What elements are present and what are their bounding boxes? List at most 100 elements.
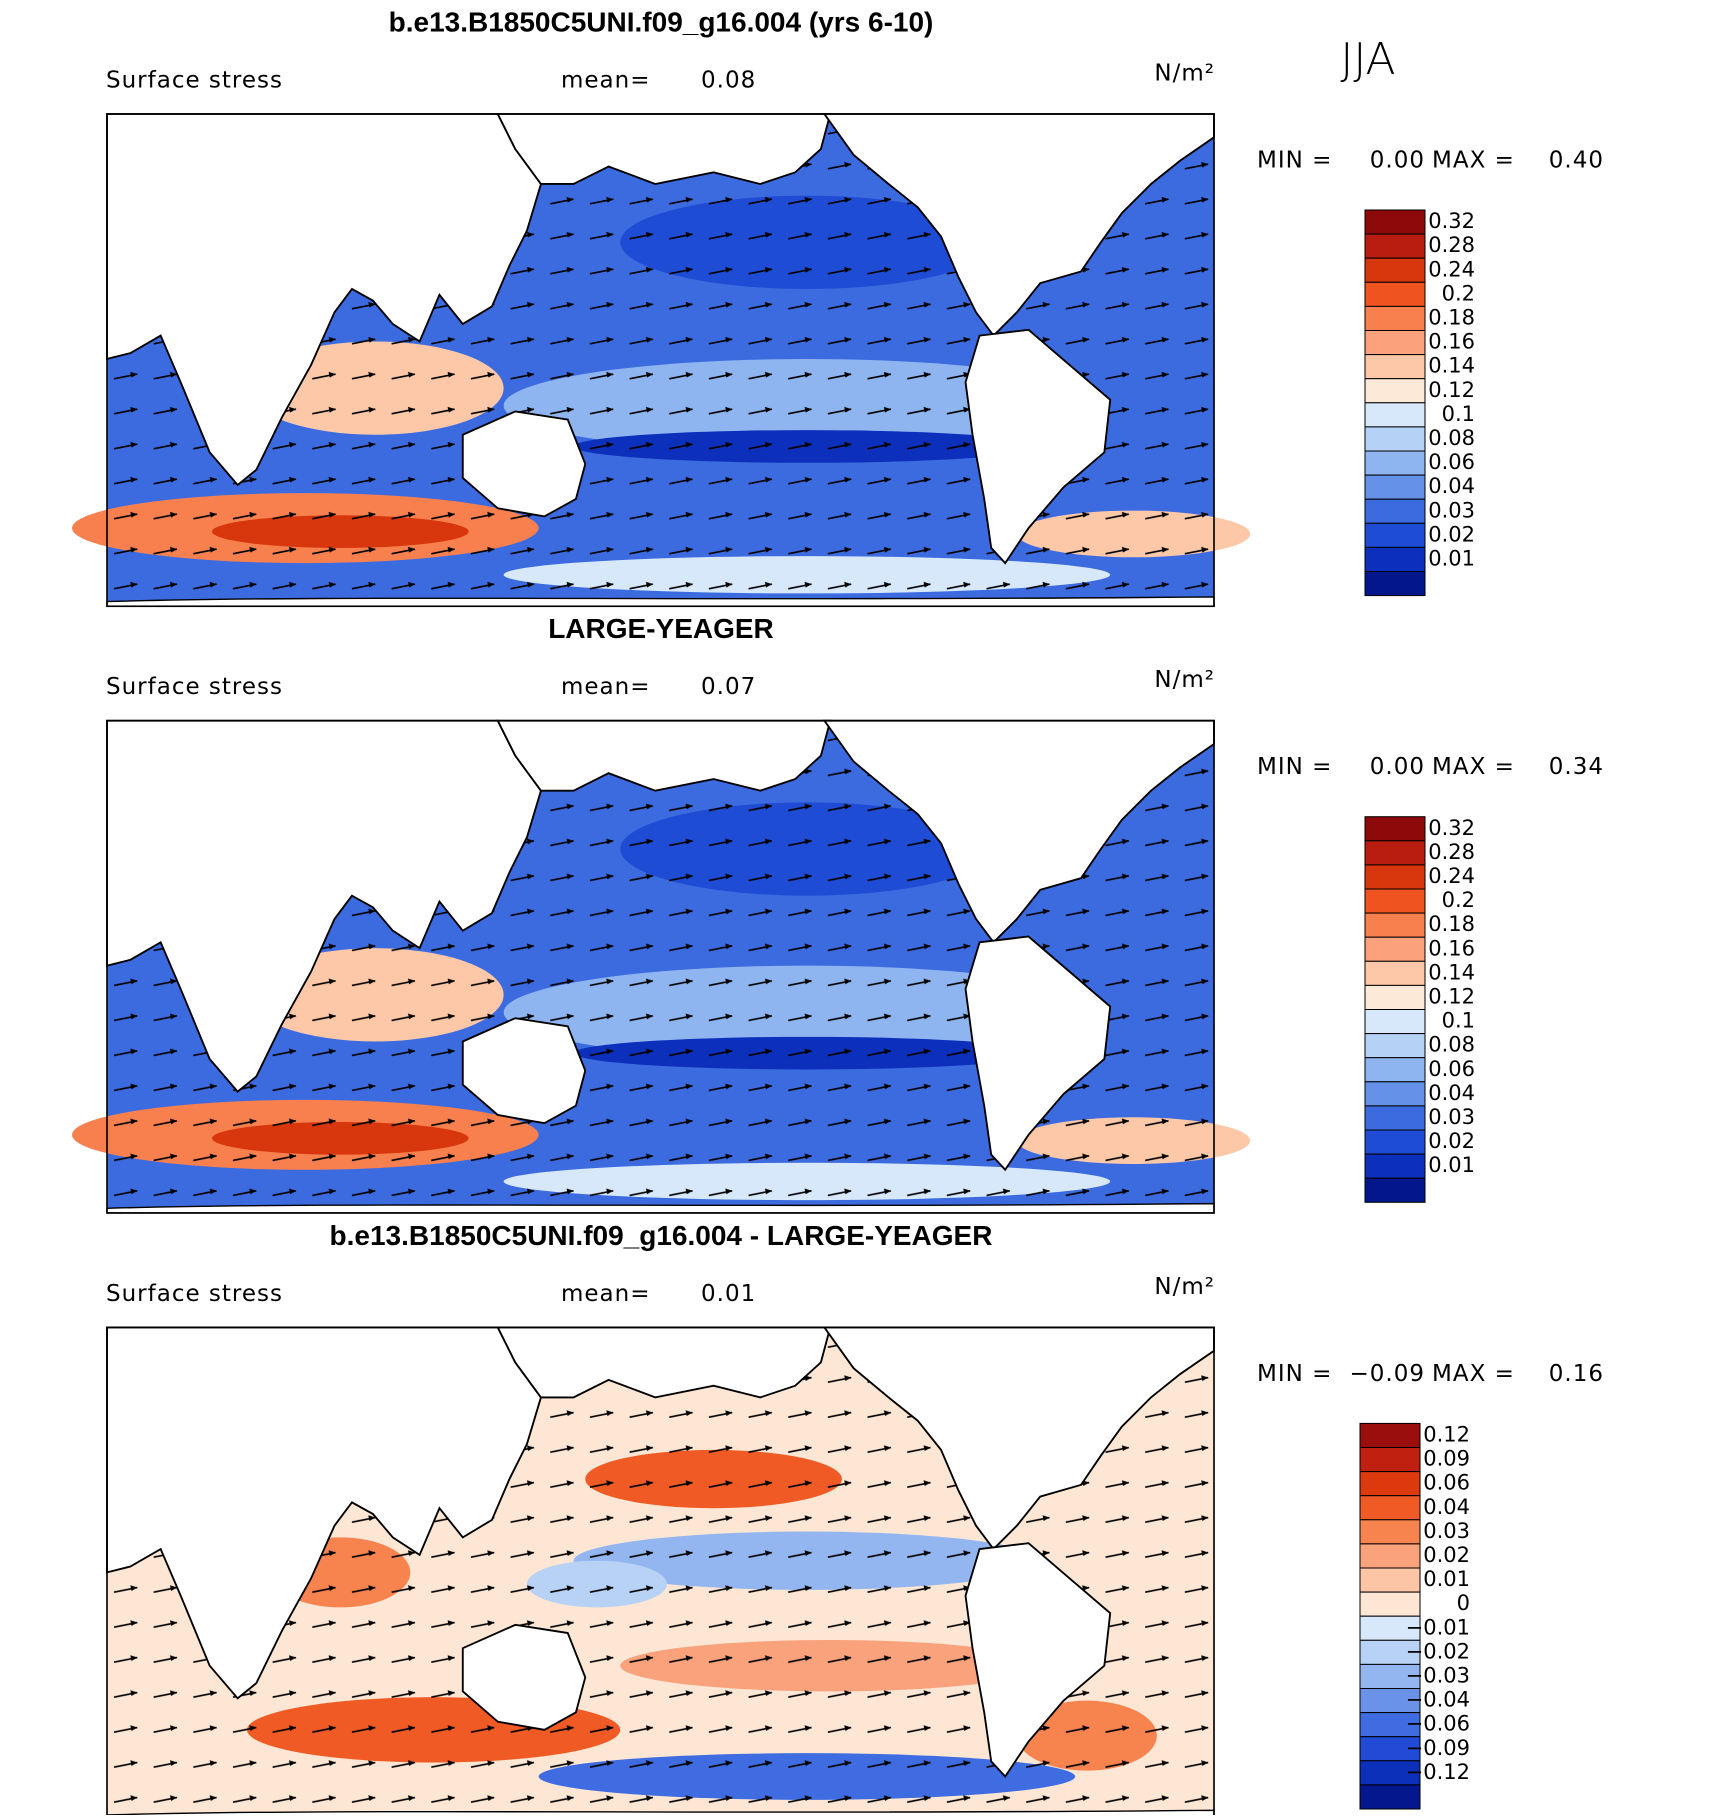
colorbar-box [1364, 209, 1426, 235]
colorbar-box [1364, 888, 1426, 914]
max-value: 0.16 [1549, 1361, 1604, 1387]
panel-title: b.e13.B1850C5UNI.f09_g16.004 (yrs 6-10) [389, 6, 934, 37]
colorbar-box [1359, 1567, 1421, 1593]
colorbar-label: 0.32 [1428, 209, 1475, 233]
colorbar-label: 0.18 [1428, 306, 1475, 330]
colorbar-label: 0.24 [1428, 864, 1475, 888]
colorbar-label: −0.02 [1406, 1639, 1470, 1663]
colorbar-label: 0.01 [1428, 1153, 1475, 1177]
colorbar-label: 0.24 [1428, 257, 1475, 281]
colorbar-label: 0.12 [1428, 985, 1475, 1009]
colorbar-box [1364, 912, 1426, 938]
mean-label: mean= [561, 674, 651, 700]
colorbar-box [1364, 840, 1426, 866]
variable-label: Surface stress [106, 674, 283, 700]
colorbar-label: 0.04 [1428, 1081, 1475, 1105]
colorbar-box [1364, 450, 1426, 476]
colorbar-label: −0.01 [1406, 1615, 1470, 1639]
colorbar-label: 0.28 [1428, 840, 1475, 864]
map-frame [106, 719, 1215, 1214]
max-value: 0.40 [1549, 148, 1604, 174]
colorbar-label: −0.04 [1406, 1688, 1470, 1712]
max-label: MAX = [1432, 754, 1515, 780]
colorbar-label: 0.14 [1428, 960, 1475, 984]
colorbar-label: −0.12 [1406, 1760, 1470, 1784]
colorbar-label: 0.08 [1428, 1033, 1475, 1057]
units-label: N/m² [1154, 1274, 1215, 1300]
colorbar-box [1364, 281, 1426, 307]
min-label: MIN = [1257, 754, 1332, 780]
colorbar-box [1364, 1129, 1426, 1155]
colorbar-box [1364, 1081, 1426, 1107]
min-label: MIN = [1257, 1361, 1332, 1387]
mean-label: mean= [561, 1281, 651, 1307]
colorbar-box [1364, 402, 1426, 428]
colorbar-box [1359, 1688, 1421, 1714]
units-label: N/m² [1154, 667, 1215, 693]
colorbar-box [1364, 936, 1426, 962]
colorbar-box [1364, 378, 1426, 404]
colorbar-label: 0.06 [1428, 450, 1475, 474]
colorbar-label: 0.04 [1423, 1495, 1470, 1519]
colorbar-box [1364, 571, 1426, 597]
colorbar-box [1364, 354, 1426, 380]
colorbar-box [1364, 1105, 1426, 1131]
map-frame [106, 1326, 1215, 1819]
season-label: JJA [1340, 34, 1395, 85]
colorbar-box [1364, 426, 1426, 452]
colorbar-box [1364, 474, 1426, 500]
colorbar-label: 0.1 [1442, 1009, 1475, 1033]
colorbar-label: 0.1 [1442, 402, 1475, 426]
colorbar-box [1359, 1422, 1421, 1449]
colorbar-box [1359, 1471, 1421, 1497]
colorbar-label: 0.2 [1442, 888, 1475, 912]
colorbar-box [1359, 1543, 1421, 1569]
colorbar-label: 0.02 [1423, 1543, 1470, 1567]
colorbar-label: 0.03 [1428, 1105, 1475, 1129]
units-label: N/m² [1154, 61, 1215, 87]
colorbar-box [1364, 233, 1426, 259]
map-frame [106, 113, 1215, 608]
colorbar-label: 0.16 [1428, 936, 1475, 960]
variable-label: Surface stress [106, 1281, 283, 1307]
colorbar-box [1359, 1784, 1421, 1810]
colorbar-box [1359, 1519, 1421, 1545]
mean-label: mean= [561, 68, 651, 94]
colorbar-box [1364, 522, 1426, 548]
colorbar-label: 0 [1457, 1591, 1470, 1615]
min-value: 0.00 [1370, 148, 1425, 174]
colorbar-box [1364, 1153, 1426, 1179]
panel-title: LARGE-YEAGER [548, 613, 774, 644]
map [106, 1326, 1215, 1819]
colorbar-label: −0.09 [1406, 1736, 1470, 1760]
colorbar-label: 0.02 [1428, 1129, 1475, 1153]
max-label: MAX = [1432, 148, 1515, 174]
mean-value: 0.01 [701, 1281, 756, 1307]
variable-label: Surface stress [106, 68, 283, 94]
colorbar-label: 0.18 [1428, 912, 1475, 936]
colorbar-box [1364, 546, 1426, 573]
colorbar-label: 0.03 [1423, 1519, 1470, 1543]
colorbar-box [1364, 330, 1426, 356]
colorbar-label: 0.02 [1428, 522, 1475, 546]
colorbar-box [1364, 1057, 1426, 1083]
colorbar-label: 0.28 [1428, 233, 1475, 257]
mean-value: 0.07 [701, 674, 756, 700]
colorbar-label: 0.14 [1428, 354, 1475, 378]
colorbar-label: 0.2 [1442, 281, 1475, 305]
colorbar-box [1364, 1009, 1426, 1035]
colorbar-box [1364, 1177, 1426, 1203]
colorbar-label: 0.12 [1423, 1423, 1470, 1447]
colorbar-box [1364, 816, 1426, 842]
map [72, 113, 1251, 608]
colorbar-label: 0.06 [1423, 1471, 1470, 1495]
colorbar-label: 0.04 [1428, 474, 1475, 498]
min-value: 0.00 [1370, 754, 1425, 780]
colorbar-box [1364, 498, 1426, 524]
colorbar-box [1364, 864, 1426, 890]
colorbar-label: 0.12 [1428, 378, 1475, 402]
colorbar-label: −0.06 [1406, 1712, 1470, 1736]
min-value: −0.09 [1350, 1361, 1425, 1387]
